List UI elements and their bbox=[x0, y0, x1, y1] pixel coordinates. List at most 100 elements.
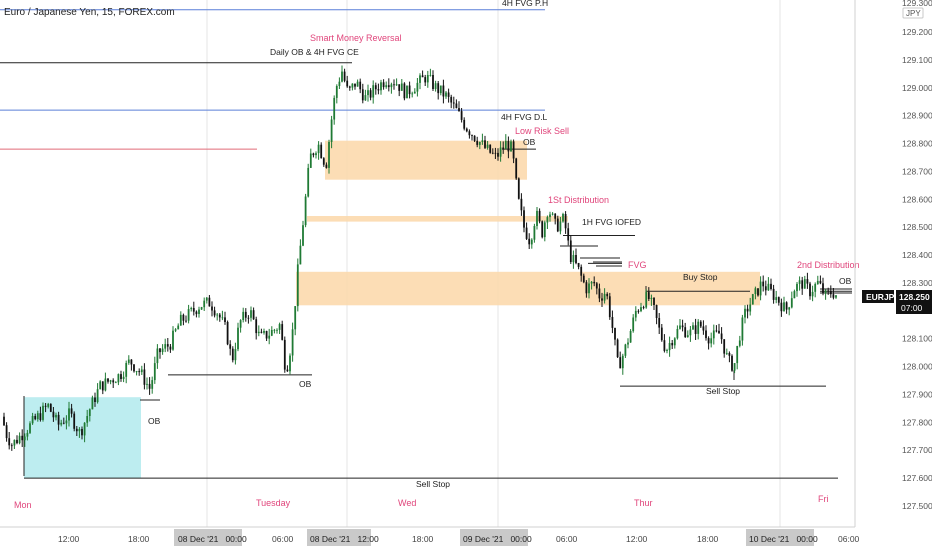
candle-body bbox=[151, 380, 154, 389]
candle-body bbox=[101, 381, 104, 391]
candle-body bbox=[78, 429, 81, 432]
candle-body bbox=[325, 164, 328, 168]
candle-body bbox=[10, 445, 13, 447]
candle-body bbox=[330, 119, 333, 142]
candle-body bbox=[608, 296, 611, 318]
candle-body bbox=[655, 305, 658, 318]
candle-body bbox=[198, 309, 200, 314]
candle-body bbox=[567, 228, 570, 241]
candle-body bbox=[538, 210, 541, 222]
candle-body bbox=[75, 428, 78, 432]
candle-body bbox=[710, 338, 713, 344]
currency-badge[interactable] bbox=[902, 7, 924, 19]
candle-body bbox=[634, 310, 637, 318]
annotation-1st-distribution: 1St Distribution bbox=[548, 195, 609, 205]
candle-body bbox=[551, 213, 554, 215]
candle-body bbox=[718, 330, 720, 334]
candle-body bbox=[70, 408, 73, 414]
premium-zone bbox=[325, 140, 527, 180]
price-axis-top-clipped: 129.300 bbox=[902, 0, 932, 8]
candle-body bbox=[588, 283, 590, 294]
time-tick-9: 18:00 bbox=[697, 534, 719, 544]
price-tick-label: 128.800 bbox=[902, 139, 932, 149]
currency-badge-label: JPY bbox=[906, 9, 921, 18]
level-label-sell-stop-right: Sell Stop bbox=[706, 386, 740, 396]
symbol-tag bbox=[862, 290, 894, 303]
price-tick-label: 127.800 bbox=[902, 417, 932, 427]
candle-body bbox=[91, 397, 94, 410]
candle-body bbox=[471, 135, 473, 136]
candle-body bbox=[117, 374, 120, 383]
candle-body bbox=[172, 330, 174, 350]
candle-body bbox=[250, 310, 252, 318]
candle-body bbox=[73, 413, 76, 429]
candle-body bbox=[512, 141, 515, 159]
candle-body bbox=[205, 297, 208, 301]
candle-body bbox=[322, 158, 325, 165]
candle-body bbox=[796, 283, 798, 292]
candle-body bbox=[195, 311, 198, 315]
candle-body bbox=[645, 292, 648, 308]
candle-body bbox=[822, 283, 824, 294]
candle-body bbox=[239, 320, 242, 328]
candle-body bbox=[338, 81, 341, 86]
candle-body bbox=[99, 381, 102, 390]
candle-body bbox=[260, 331, 263, 333]
time-tick-11: 06:00 bbox=[838, 534, 860, 544]
candle-body bbox=[764, 286, 767, 291]
level-label-daily-ob: Daily OB & 4H FVG CE bbox=[270, 47, 359, 57]
candle-body bbox=[255, 319, 258, 334]
candle-body bbox=[759, 281, 762, 296]
candle-body bbox=[234, 349, 237, 361]
candle-body bbox=[827, 290, 830, 292]
candle-body bbox=[164, 344, 167, 349]
candle-body bbox=[754, 288, 757, 294]
candle-body bbox=[133, 364, 135, 372]
candle-body bbox=[577, 263, 580, 267]
day-label-thur: Thur bbox=[634, 498, 653, 508]
candle-body bbox=[302, 225, 304, 246]
candle-body bbox=[83, 422, 86, 436]
candle-body bbox=[689, 329, 692, 336]
time-tick-4: 08 Dec '21 12:00 bbox=[310, 534, 379, 544]
time-axis[interactable]: 12:00 18:00 08 Dec '21 00:00 06:00 08 De… bbox=[0, 526, 860, 546]
candle-body bbox=[744, 308, 746, 318]
candle-body bbox=[684, 327, 687, 337]
time-tick-7: 06:00 bbox=[556, 534, 578, 544]
candle-body bbox=[49, 403, 52, 412]
candle-body bbox=[523, 210, 525, 228]
candle-body bbox=[601, 298, 603, 301]
candle-body bbox=[676, 329, 679, 339]
level-label-ob-right: OB bbox=[839, 276, 852, 286]
price-axis[interactable]: 127.500 127.600 127.700 127.800 127.900 128.0… bbox=[854, 0, 932, 527]
candle-body bbox=[525, 227, 528, 239]
level-label-ob-mid: OB bbox=[299, 379, 312, 389]
candle-body bbox=[728, 353, 731, 356]
candle-body bbox=[263, 331, 265, 333]
candle-body bbox=[211, 306, 213, 311]
candle-body bbox=[647, 292, 650, 299]
candle-body bbox=[437, 83, 440, 94]
candle-body bbox=[398, 84, 401, 91]
candle-body bbox=[429, 75, 432, 76]
candle-body bbox=[476, 140, 479, 145]
candle-body bbox=[478, 142, 481, 145]
candle-body bbox=[793, 291, 796, 299]
candle-body bbox=[317, 144, 320, 154]
candle-body bbox=[632, 317, 635, 332]
candle-body bbox=[104, 378, 107, 391]
candle-body bbox=[18, 435, 21, 444]
candle-body bbox=[736, 346, 739, 364]
candle-body bbox=[286, 369, 289, 372]
candle-body bbox=[265, 331, 268, 339]
candle-body bbox=[299, 245, 302, 265]
candle-body bbox=[335, 86, 338, 98]
candle-body bbox=[803, 279, 806, 289]
candle-body bbox=[312, 153, 315, 156]
candle-body bbox=[156, 348, 159, 364]
candle-body bbox=[296, 264, 299, 307]
candle-body bbox=[629, 331, 632, 343]
annotation-2nd-distribution: 2nd Distribution bbox=[797, 260, 860, 270]
candle-body bbox=[619, 357, 622, 369]
